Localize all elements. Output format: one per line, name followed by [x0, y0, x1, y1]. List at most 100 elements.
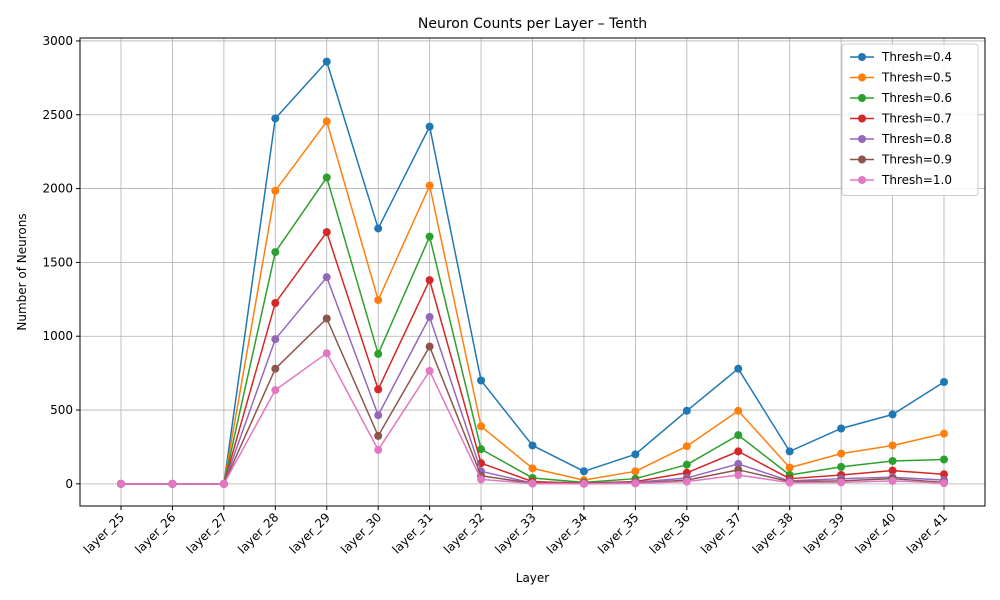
data-point — [117, 479, 125, 488]
data-point — [374, 445, 383, 454]
data-point — [888, 456, 897, 465]
y-axis-ticks: 0 500 1000 1500 2000 2500 3000 — [42, 34, 80, 491]
data-point — [271, 186, 280, 195]
data-point — [322, 117, 331, 126]
legend-box — [841, 43, 979, 196]
data-point — [888, 441, 897, 450]
data-point — [785, 463, 794, 472]
data-point — [734, 406, 743, 415]
y-tick-label: 3000 — [42, 34, 73, 48]
data-point — [888, 476, 897, 485]
data-point — [528, 441, 537, 450]
legend-entry: Thresh=0.5 — [850, 71, 952, 85]
data-point — [682, 460, 691, 469]
data-point — [734, 447, 743, 456]
data-point — [528, 464, 537, 473]
data-point — [682, 442, 691, 451]
data-point — [425, 181, 434, 190]
data-point — [837, 449, 846, 458]
legend-marker — [858, 135, 866, 143]
legend-marker — [858, 94, 866, 102]
data-point — [322, 349, 331, 358]
legend-entry: Thresh=1.0 — [850, 173, 952, 187]
series-7 — [117, 349, 948, 488]
data-point — [425, 342, 434, 351]
data-point — [425, 276, 434, 285]
data-point — [734, 470, 743, 479]
legend-marker — [858, 73, 866, 82]
data-point — [271, 114, 280, 123]
data-point — [631, 450, 640, 459]
data-point — [271, 299, 280, 308]
series-layer — [117, 57, 948, 488]
data-point — [477, 376, 486, 385]
data-point — [322, 173, 331, 182]
data-point — [888, 466, 897, 475]
data-point — [940, 377, 948, 386]
legend-label: Thresh=1.0 — [881, 173, 952, 187]
data-point — [322, 273, 331, 282]
data-point — [374, 431, 383, 440]
data-point — [940, 470, 948, 479]
data-point — [374, 411, 383, 420]
data-point — [940, 455, 948, 464]
y-tick-label: 0 — [65, 477, 73, 491]
data-point — [631, 467, 640, 476]
data-point — [477, 475, 486, 484]
y-tick-label: 500 — [50, 403, 73, 417]
legend-entry: Thresh=0.7 — [850, 112, 952, 126]
grid — [80, 38, 985, 506]
legend-label: Thresh=0.9 — [881, 153, 952, 167]
data-point — [322, 57, 331, 66]
data-point — [219, 479, 228, 488]
y-tick-label: 1000 — [42, 329, 73, 343]
data-point — [168, 479, 177, 488]
data-point — [785, 447, 794, 456]
legend-entry: Thresh=0.4 — [850, 50, 952, 64]
data-point — [734, 459, 743, 468]
chart-title: Neuron Counts per Layer – Tenth — [418, 16, 647, 32]
data-point — [734, 364, 743, 373]
legend-marker — [858, 53, 866, 61]
data-point — [528, 479, 537, 488]
y-tick-label: 2000 — [42, 182, 73, 196]
data-point — [631, 479, 640, 488]
data-point — [425, 313, 434, 322]
y-tick-label: 2500 — [42, 108, 73, 122]
legend-label: Thresh=0.7 — [881, 112, 952, 126]
data-point — [374, 385, 383, 394]
data-point — [579, 479, 588, 488]
legend-entry: Thresh=0.9 — [850, 153, 952, 167]
data-point — [374, 224, 383, 233]
legend-marker — [858, 155, 866, 164]
y-axis-label: Number of Neurons — [15, 213, 29, 330]
data-point — [682, 477, 691, 486]
data-point — [682, 406, 691, 415]
legend-entry: Thresh=0.6 — [850, 91, 952, 105]
legend-label: Thresh=0.4 — [881, 50, 952, 64]
data-point — [837, 478, 846, 487]
data-point — [374, 296, 383, 305]
data-point — [940, 429, 948, 438]
data-point — [888, 410, 897, 419]
data-point — [271, 386, 280, 395]
data-point — [322, 228, 331, 237]
y-tick-label: 1500 — [42, 255, 73, 269]
data-point — [322, 314, 331, 323]
legend-label: Thresh=0.6 — [881, 91, 952, 105]
data-point — [425, 366, 434, 375]
data-point — [271, 364, 280, 373]
data-point — [785, 478, 794, 487]
data-point — [837, 462, 846, 471]
data-point — [271, 335, 280, 344]
data-point — [477, 422, 486, 431]
data-point — [425, 232, 434, 241]
x-axis-label: Layer — [516, 571, 550, 585]
legend-marker — [858, 114, 866, 123]
data-point — [940, 479, 948, 488]
data-point — [579, 467, 588, 476]
legend-entry: Thresh=0.8 — [850, 132, 952, 146]
data-point — [477, 445, 486, 454]
